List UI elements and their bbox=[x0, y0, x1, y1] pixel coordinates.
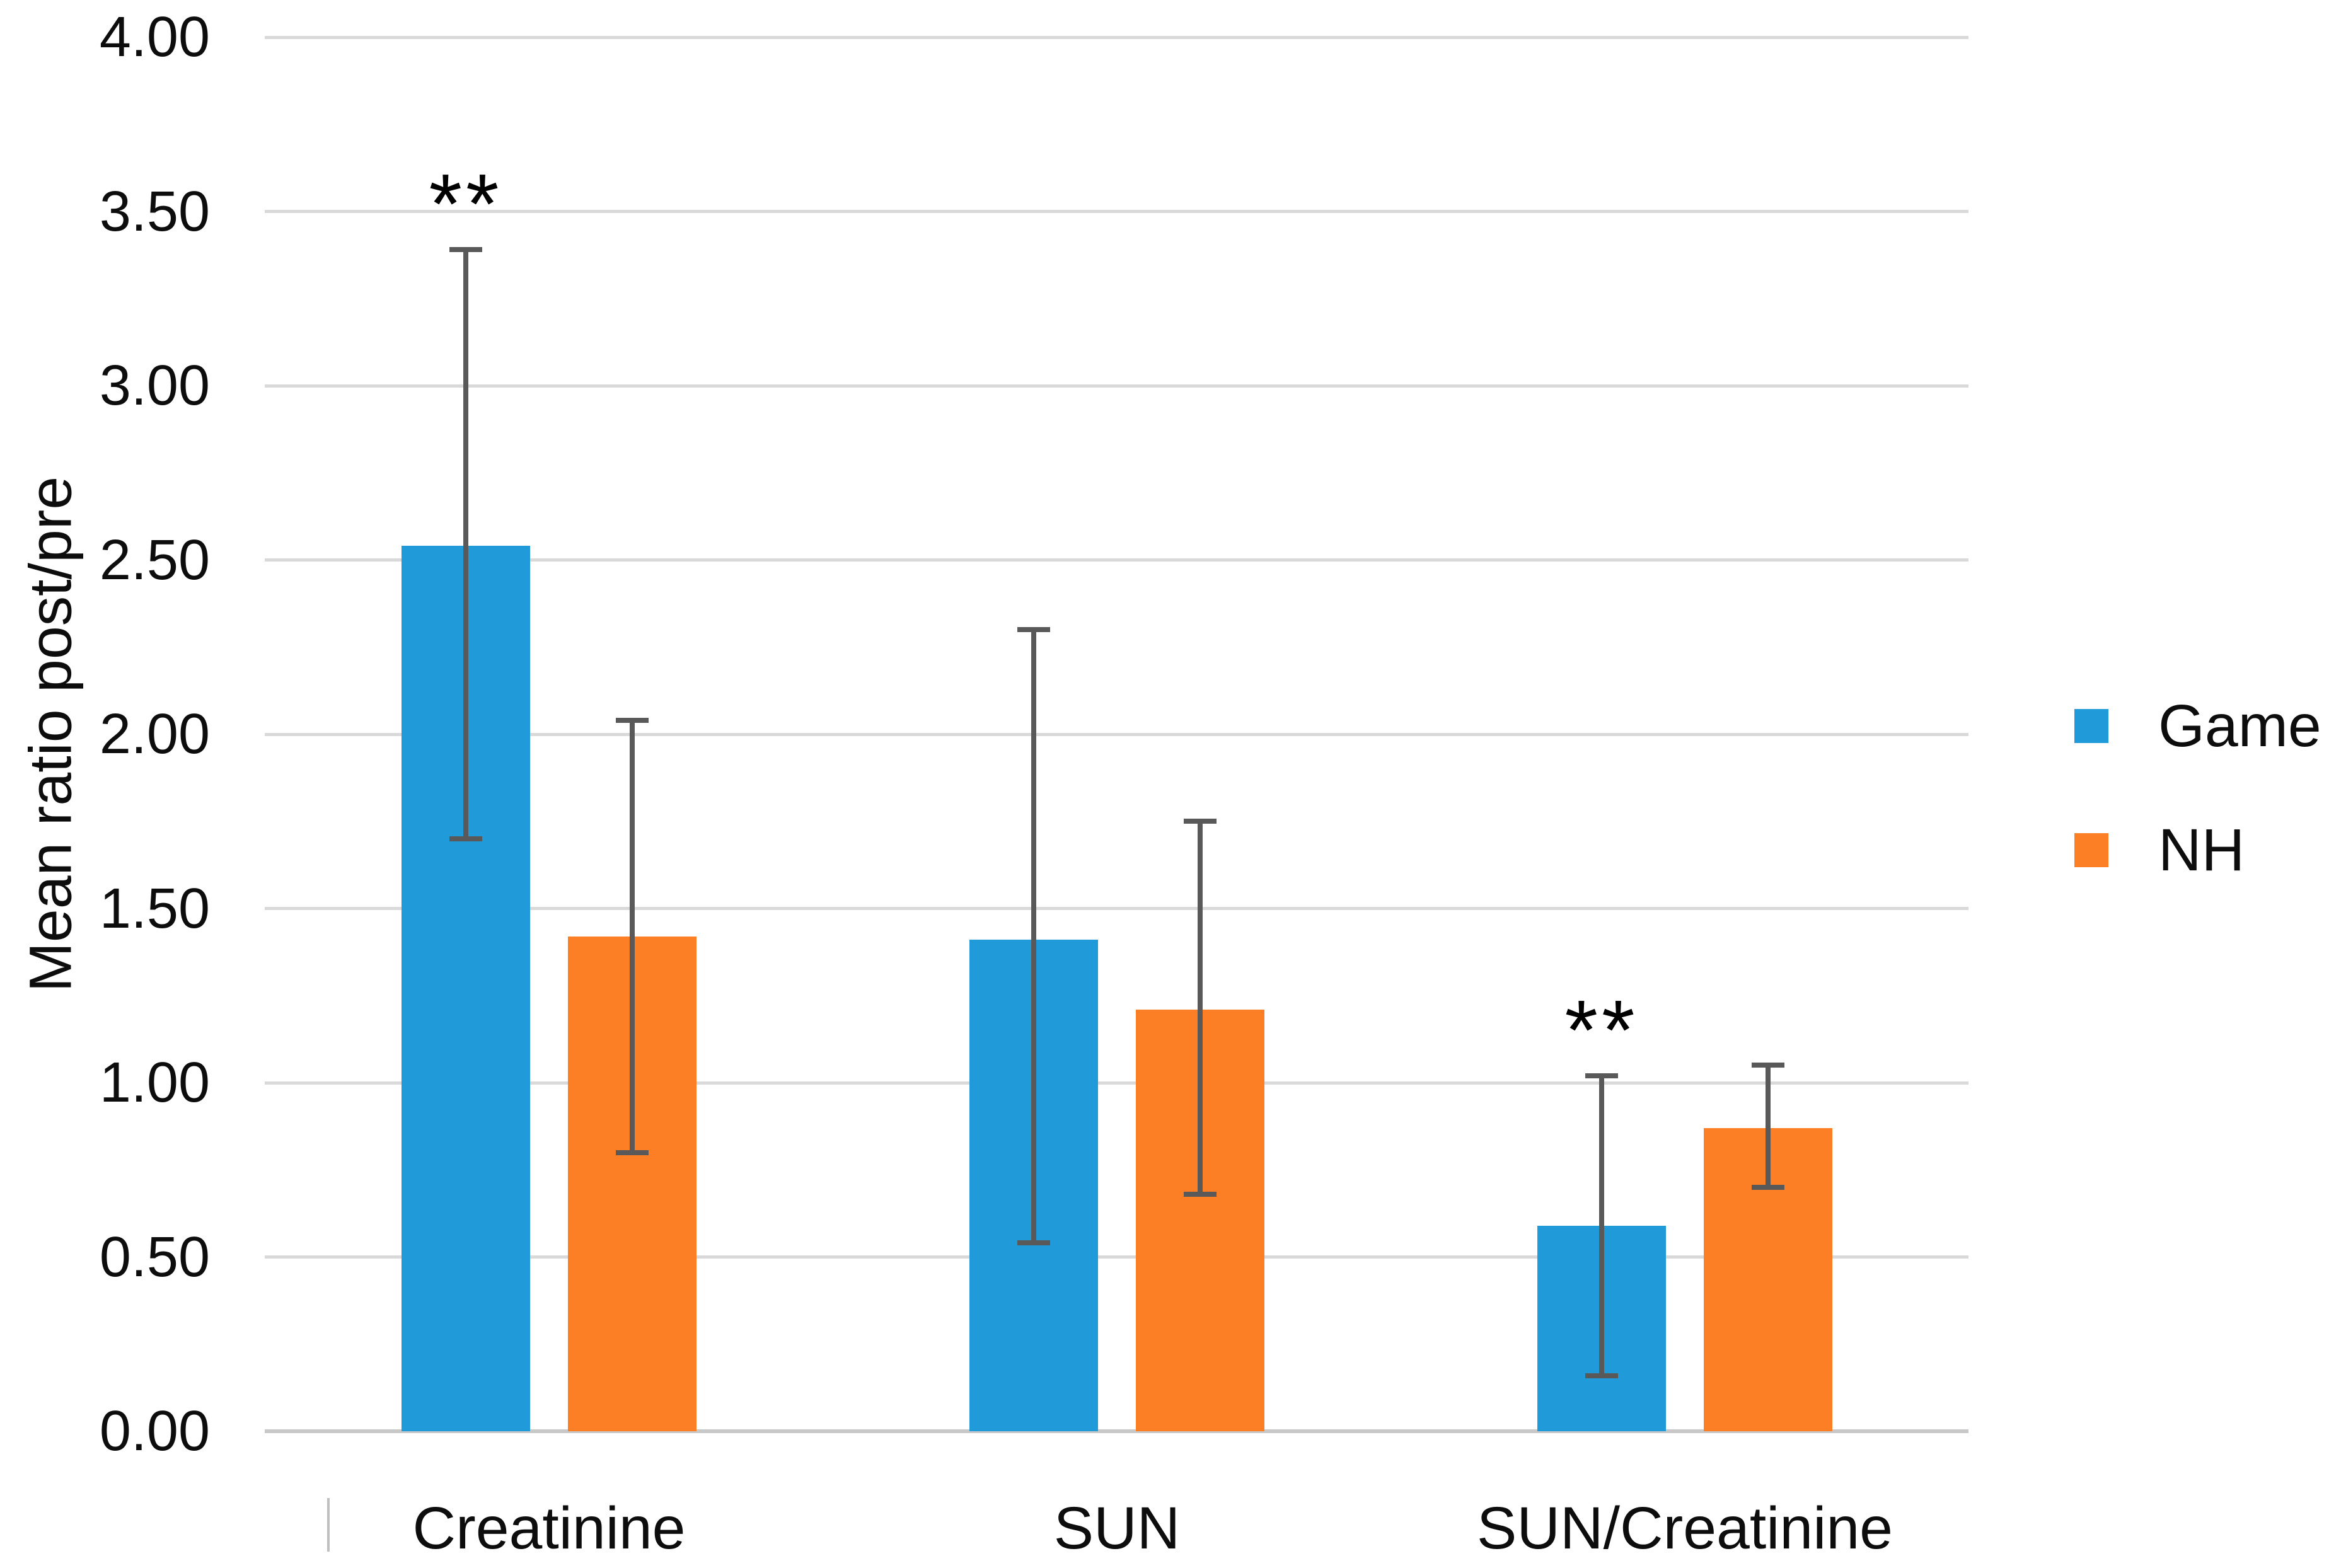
error-bar bbox=[1766, 1065, 1771, 1187]
significance-marker: ** bbox=[1564, 983, 1639, 1078]
y-tick-label: 0.00 bbox=[99, 1400, 210, 1463]
error-bar-cap-bottom bbox=[616, 1150, 649, 1155]
gridline bbox=[265, 1081, 1968, 1085]
error-bar-cap-top bbox=[449, 247, 482, 252]
error-bar-cap-bottom bbox=[1585, 1373, 1618, 1378]
y-tick-label: 3.00 bbox=[99, 354, 210, 417]
error-bar-cap-bottom bbox=[1752, 1185, 1784, 1190]
legend-label-game: Game bbox=[2158, 693, 2321, 759]
error-bar-cap-bottom bbox=[1184, 1192, 1217, 1197]
error-bar-cap-bottom bbox=[449, 836, 482, 841]
y-tick-label: 2.50 bbox=[99, 529, 210, 592]
error-bar-cap-top bbox=[1017, 627, 1050, 632]
x-category-label: Creatinine bbox=[412, 1495, 686, 1562]
error-bar bbox=[463, 250, 468, 839]
gridline bbox=[265, 733, 1968, 736]
error-bar bbox=[1198, 821, 1203, 1194]
y-tick-label: 1.00 bbox=[99, 1051, 210, 1114]
y-tick-label: 0.50 bbox=[99, 1226, 210, 1289]
legend-swatch-game bbox=[2074, 709, 2108, 743]
x-category-label: SUN bbox=[1053, 1495, 1181, 1562]
error-bar-cap-top bbox=[616, 718, 649, 723]
y-tick-label: 4.00 bbox=[99, 6, 210, 69]
error-bar-cap-top bbox=[1752, 1063, 1784, 1068]
error-bar-cap-bottom bbox=[1017, 1240, 1050, 1245]
x-category-label: SUN/Creatinine bbox=[1477, 1495, 1893, 1562]
significance-marker: ** bbox=[429, 156, 503, 251]
error-bar-cap-top bbox=[1184, 819, 1217, 824]
error-bar bbox=[630, 720, 635, 1153]
y-tick-label: 1.50 bbox=[99, 877, 210, 940]
error-bar bbox=[1031, 630, 1036, 1243]
error-bar-cap-top bbox=[1585, 1073, 1618, 1078]
x-axis-tick bbox=[327, 1498, 330, 1552]
gridline bbox=[265, 1255, 1968, 1259]
x-axis-line bbox=[265, 1429, 1968, 1433]
error-bar bbox=[1599, 1076, 1604, 1376]
y-tick-label: 2.00 bbox=[99, 703, 210, 766]
gridline bbox=[265, 558, 1968, 562]
gridline bbox=[265, 210, 1968, 213]
gridline bbox=[265, 384, 1968, 388]
gridline bbox=[265, 36, 1968, 39]
legend-label-nh: NH bbox=[2158, 817, 2245, 884]
gridline bbox=[265, 907, 1968, 910]
y-tick-label: 3.50 bbox=[99, 180, 210, 243]
legend-swatch-nh bbox=[2074, 833, 2108, 867]
